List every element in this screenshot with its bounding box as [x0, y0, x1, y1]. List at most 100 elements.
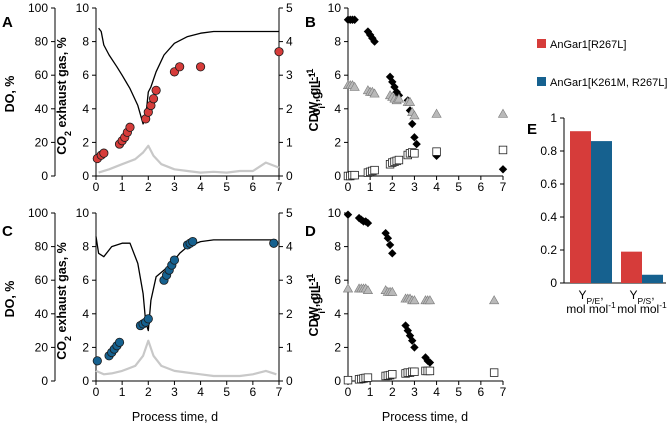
chart-b-triangle-point — [404, 96, 416, 106]
chart-c-cdw-axis-label-part: CDW, g L — [307, 281, 321, 336]
chart-a-cdw-tick-label: 1 — [286, 135, 293, 149]
chart-c-cdw-tick-label: 4 — [286, 240, 293, 254]
chart-b-y-axis-label-sub: i — [317, 106, 327, 109]
chart-d-diamond-point — [383, 234, 393, 243]
chart-b-diamond-point — [408, 119, 417, 129]
chart-d-x-tick-label: 1 — [367, 385, 374, 399]
chart-b-diamond-point — [388, 77, 397, 87]
chart-e-y-tick-label: 1 — [550, 111, 557, 125]
chart-b-y-tick-label: 6 — [334, 68, 341, 82]
chart-d-y-axis-label-sup: -1 — [307, 277, 317, 285]
chart-a-x-tick-label: 0 — [93, 180, 100, 194]
chart-c-line-do — [95, 236, 277, 332]
chart-a-cdw-axis-label-part: CDW, g L — [307, 76, 321, 131]
chart-d-square-point — [343, 375, 353, 385]
chart-d-x-tick-label: 5 — [455, 385, 462, 399]
chart-d-diamond-point — [343, 210, 353, 219]
chart-e-category-unit-main: mol mol — [617, 302, 659, 316]
chart-a-cdw-point — [99, 148, 109, 158]
chart-b-y-tick-label: 8 — [334, 35, 341, 49]
chart-b-triangle-point — [369, 88, 380, 98]
chart-b-x-tick-label: 7 — [500, 180, 507, 194]
chart-d-y-axis-label-sub: i — [317, 311, 327, 314]
chart-c-co2-axis-label-part: CO — [55, 341, 69, 360]
chart-c-co2-tick-label: 8 — [82, 240, 89, 254]
chart-d-diamond-point — [425, 358, 435, 367]
chart-c-cdw-point — [169, 255, 180, 265]
chart-c-do-axis-label: DO, % — [3, 281, 17, 318]
chart-b-x-tick-label: 1 — [367, 180, 374, 194]
chart-a-do-axis-label-part: DO, % — [3, 76, 17, 113]
chart-c-line-co2-exhaust-gas — [95, 339, 277, 378]
chart-a-co2-tick-label: 0 — [82, 169, 89, 183]
chart-b-y-tick-label: 2 — [334, 135, 341, 149]
chart-c-x-tick-label: 3 — [171, 385, 178, 399]
chart-d-x-tick-label: 7 — [500, 385, 507, 399]
chart-c-do-tick-label: 100 — [28, 206, 48, 220]
chart-c-cdw-axis-label: CDW, g L-1 — [305, 274, 321, 337]
chart-d-diamond-point — [363, 218, 373, 228]
chart-a-cdw-point — [274, 47, 284, 57]
chart-e-legend-swatch — [537, 39, 546, 48]
chart-a-co2-axis-label-sub: 2 — [63, 131, 73, 136]
chart-c-cdw-tick-label: 5 — [286, 206, 293, 220]
chart-b-x-tick-label: 6 — [478, 180, 485, 194]
chart-b-diamond-point — [363, 27, 373, 36]
chart-c-co2-tick-label: 2 — [82, 340, 89, 354]
chart-a-cdw-point — [148, 94, 159, 104]
chart-c-cdw-point — [114, 337, 125, 347]
chart-d-x-tick-label: 4 — [433, 385, 440, 399]
chart-d-y-tick-label: 4 — [334, 307, 341, 321]
chart-d-y-tick-label: 0 — [334, 374, 341, 388]
chart-a-do-tick-label: 20 — [35, 135, 49, 149]
chart-b: 0 1 2 3 4 5 6 7 0 2 4 6 8 10 ci, g L-1 — [307, 1, 509, 194]
chart-b-diamond-point — [350, 15, 359, 24]
chart-a-do-tick-label: 100 — [28, 1, 48, 15]
chart-c-do-axis-label-part: DO, % — [3, 281, 17, 318]
chart-e-bar — [642, 274, 663, 283]
chart-d-square-point — [489, 368, 499, 377]
chart-e-category-unit: mol mol-1 — [617, 300, 667, 316]
chart-d-x-tick-label: 0 — [345, 385, 352, 399]
chart-a-do-tick-label: 0 — [41, 169, 48, 183]
chart-a-x-tick-label: 4 — [197, 180, 204, 194]
chart-d-triangle-point — [342, 283, 354, 293]
chart-d-y-axis-label: ci, g L-1 — [307, 277, 327, 320]
chart-a-line-do — [98, 27, 279, 125]
chart-c-x-tick-label: 1 — [119, 385, 126, 399]
chart-a-co2-axis-label-part: CO — [55, 136, 69, 155]
chart-c-co2-tick-label: 10 — [76, 206, 90, 220]
chart-b-x-tick-label: 5 — [455, 180, 462, 194]
chart-d-y-tick-label: 8 — [334, 240, 341, 254]
chart-a-cdw-point — [151, 85, 161, 95]
chart-b-y-axis-label: ci, g L-1 — [307, 72, 327, 115]
chart-e-y-tick-label: 0 — [550, 276, 557, 290]
chart-d-square-point — [425, 366, 435, 376]
chart-d-x-tick-label: 2 — [389, 385, 396, 399]
chart-e-category-main: Y — [629, 288, 637, 302]
chart-e-bar — [570, 131, 591, 283]
chart-b-diamond-point — [370, 37, 379, 46]
chart-d-y-axis-label-part: c — [309, 314, 323, 321]
chart-e-legend-label: AnGar1[R267L] — [550, 39, 626, 51]
chart-d-x-tick-label: 3 — [411, 385, 418, 399]
chart-c-do-tick-label: 40 — [35, 307, 49, 321]
chart-e-y-tick-label: 0.8 — [540, 144, 557, 158]
panel-label-e: E — [527, 121, 537, 138]
panel-label-c: C — [2, 223, 13, 240]
chart-b-diamond-point — [412, 139, 421, 149]
chart-c-co2-tick-label: 4 — [82, 307, 89, 321]
chart-e-category-unit: mol mol-1 — [566, 300, 616, 316]
chart-b-diamond-point — [390, 82, 399, 92]
chart-d: 0 1 2 3 4 5 6 7 0 2 4 6 8 10 ci, g L-1 — [307, 206, 507, 399]
chart-b-y-tick-label: 4 — [334, 102, 341, 116]
chart-e-legend-label: AnGar1[K261M, R267L] — [550, 77, 667, 89]
chart-c-cdw-point — [92, 356, 102, 366]
chart-a-x-tick-label: 1 — [119, 180, 126, 194]
chart-d-y-tick-label: 10 — [328, 206, 342, 220]
chart-d-triangle-point — [489, 295, 500, 305]
